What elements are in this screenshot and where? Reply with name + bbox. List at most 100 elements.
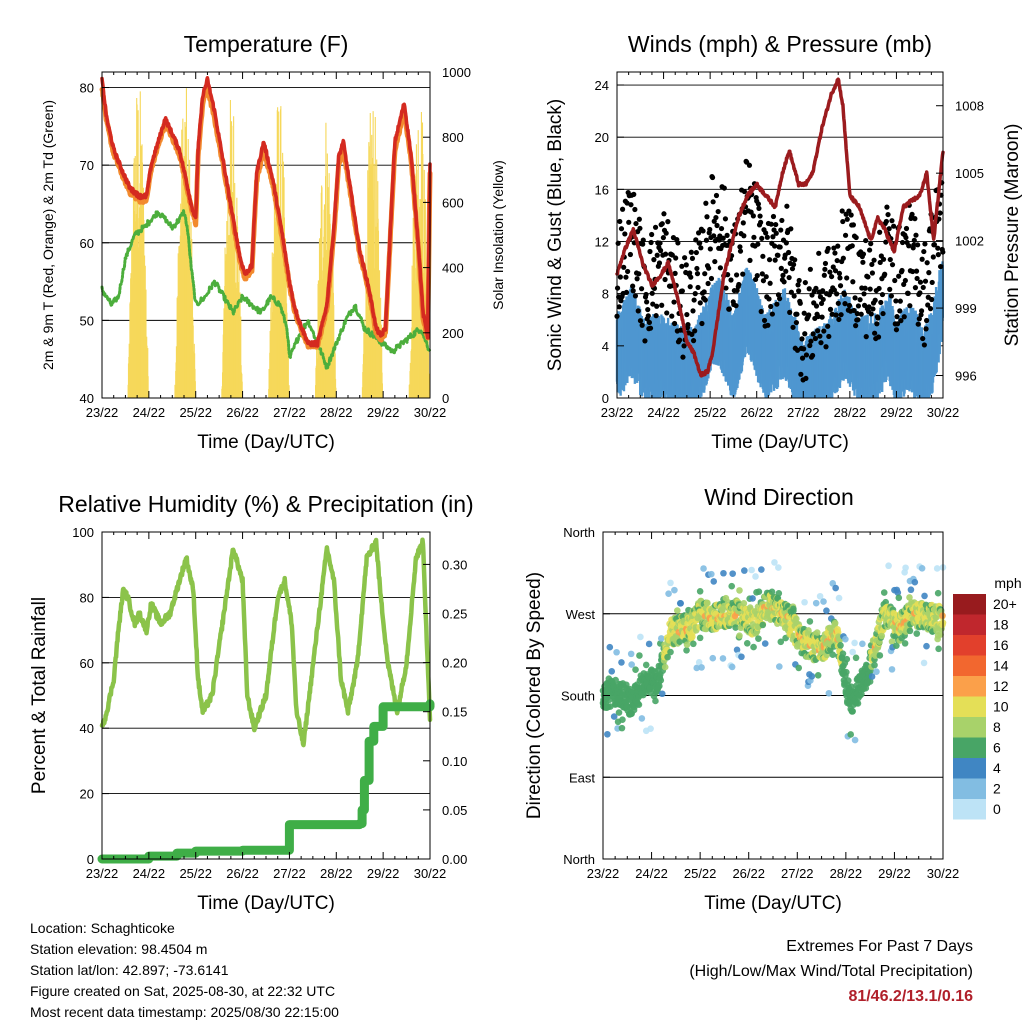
gust-point — [790, 324, 796, 330]
gust-point — [883, 218, 889, 225]
gust-point — [708, 275, 715, 282]
gust-point — [872, 297, 878, 303]
gust-point — [765, 322, 771, 328]
direction-point — [758, 566, 765, 573]
gust-point — [803, 352, 810, 358]
direction-point — [619, 716, 626, 724]
speed-legend: mph 20+ 18 16 14 12 10 8 6 4 2 0 — [953, 575, 1022, 820]
direction-point — [761, 640, 769, 647]
gust-point — [846, 302, 853, 309]
direction-point — [632, 666, 639, 673]
gust-point — [710, 199, 716, 205]
gust-point — [827, 269, 833, 275]
gust-point — [855, 317, 861, 323]
direction-point — [628, 661, 635, 668]
gust-point — [851, 307, 857, 314]
x-axis-label: Time (Day/UTC) — [711, 432, 849, 453]
gust-point — [649, 231, 655, 238]
y-right-axis-label: Station Pressure (Maroon) — [1002, 124, 1023, 347]
gust-point — [673, 255, 679, 261]
gust-point — [905, 290, 911, 296]
direction-point — [750, 643, 757, 651]
direction-point — [844, 677, 852, 684]
gust-point — [874, 321, 880, 327]
gust-point — [787, 309, 793, 315]
gust-point — [688, 249, 694, 255]
gust-point — [661, 211, 667, 217]
gust-point — [822, 260, 829, 267]
gust-point — [640, 237, 646, 243]
gust-point — [636, 216, 642, 222]
gust-point — [911, 242, 917, 248]
direction-point — [894, 589, 902, 597]
x-tick-label: 23/22 — [601, 405, 634, 420]
gust-point — [685, 321, 691, 328]
gust-point — [659, 302, 665, 308]
direction-point — [775, 590, 783, 597]
gust-point — [723, 285, 729, 291]
gust-point — [663, 230, 669, 236]
gust-point — [712, 258, 718, 265]
gust-point — [910, 268, 916, 275]
gust-point — [906, 243, 912, 249]
gust-point — [707, 246, 713, 252]
gust-point — [917, 279, 924, 285]
y-tick-label: 16 — [595, 182, 609, 197]
direction-point — [736, 587, 743, 594]
gust-point — [649, 290, 655, 296]
gust-point — [671, 320, 678, 327]
x-tick-label: 29/22 — [880, 405, 913, 420]
gust-point — [918, 308, 925, 314]
y-right-tick-label: 600 — [442, 195, 464, 210]
legend-label: 10 — [993, 699, 1009, 715]
gust-point — [733, 272, 740, 278]
gust-point — [697, 240, 703, 246]
x-tick-label: 27/22 — [781, 866, 814, 881]
gust-point — [880, 256, 887, 262]
gust-point — [726, 306, 732, 312]
y-tick-label: 20 — [595, 130, 609, 145]
direction-point — [657, 635, 665, 642]
gust-point — [862, 285, 868, 291]
gust-point — [801, 310, 807, 316]
x-tick-label: 29/22 — [367, 405, 400, 420]
gust-point — [711, 233, 717, 239]
gust-point — [893, 327, 900, 333]
gust-point — [687, 284, 693, 290]
gust-point — [898, 318, 904, 324]
legend-swatch — [953, 778, 986, 799]
legend-swatch — [953, 758, 986, 779]
gust-point — [662, 276, 668, 283]
gust-point — [771, 243, 778, 249]
direction-point — [642, 661, 650, 669]
direction-point — [935, 645, 942, 653]
panel-4: Wind Direction 23/22 24/22 25/22 26/22 27/22 2… — [524, 484, 959, 914]
gust-point — [746, 162, 753, 168]
gust-point — [902, 277, 908, 284]
direction-point — [696, 588, 704, 595]
direction-point — [825, 689, 833, 697]
gust-point — [755, 241, 761, 247]
direction-point — [814, 672, 822, 679]
location-text: Location: Schaghticoke — [30, 920, 175, 936]
gust-point — [703, 237, 710, 243]
gust-point — [698, 245, 704, 251]
gust-point — [618, 226, 625, 232]
gust-point — [759, 271, 765, 277]
panel-title: Temperature (F) — [184, 31, 349, 57]
gust-point — [836, 316, 842, 323]
gust-point — [866, 304, 872, 310]
x-tick-label: 24/22 — [647, 405, 680, 420]
recent-data-text: Most recent data timestamp: 2025/08/30 2… — [30, 1004, 339, 1020]
direction-point — [690, 640, 697, 648]
gust-point — [889, 218, 895, 224]
gust-point — [918, 312, 924, 318]
direction-point — [743, 640, 751, 647]
legend-swatch — [953, 799, 986, 820]
gust-point — [891, 223, 897, 229]
direction-point — [755, 635, 762, 642]
extremes-values: 81/46.2/13.1/0.16 — [848, 988, 973, 1005]
gust-point — [713, 192, 720, 199]
gust-point — [775, 252, 781, 258]
direction-point — [710, 578, 718, 585]
